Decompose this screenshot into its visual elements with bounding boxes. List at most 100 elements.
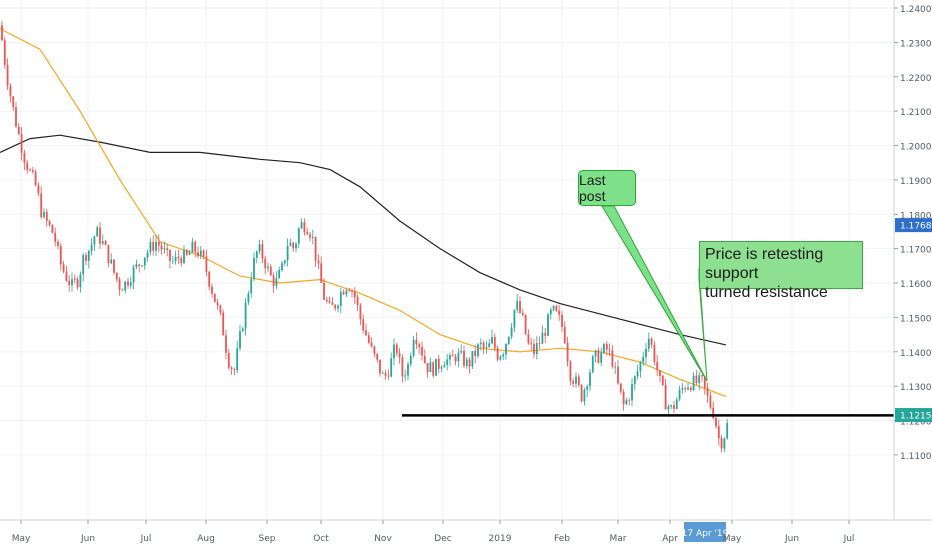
candle-up bbox=[191, 237, 194, 253]
candle-down bbox=[328, 296, 331, 304]
candle-up bbox=[337, 304, 339, 313]
candle-up bbox=[681, 383, 684, 394]
candle-down bbox=[628, 397, 631, 406]
candle-down bbox=[482, 340, 485, 355]
candle-up bbox=[639, 360, 642, 378]
x-tick-label: Jul bbox=[140, 534, 152, 544]
sma-slow-line bbox=[0, 134, 727, 346]
candle-down bbox=[118, 277, 121, 296]
candle-down bbox=[348, 287, 351, 292]
candle-down bbox=[544, 327, 547, 344]
candle-down bbox=[222, 309, 225, 336]
candle-up bbox=[692, 372, 695, 392]
candle-up bbox=[516, 293, 519, 313]
candle-up bbox=[675, 397, 678, 410]
candle-up bbox=[286, 238, 289, 267]
candle-up bbox=[446, 354, 449, 371]
candle-down bbox=[65, 265, 68, 282]
candle-up bbox=[541, 325, 544, 344]
candle-down bbox=[127, 277, 129, 289]
candle-down bbox=[493, 333, 496, 352]
price-axis[interactable]: 1.24000 1.23000 1.22000 1.21000 1.20000 1.190… bbox=[893, 0, 932, 520]
candle-down bbox=[524, 314, 527, 336]
candle-down bbox=[706, 382, 709, 403]
candle-up bbox=[575, 372, 577, 388]
candle-down bbox=[219, 304, 222, 316]
candle-down bbox=[73, 274, 76, 284]
candle-up bbox=[591, 354, 594, 374]
x-tick-label: Oct bbox=[313, 534, 329, 544]
candle-up bbox=[163, 241, 166, 254]
candle-up bbox=[678, 385, 681, 402]
candle-down bbox=[373, 345, 376, 358]
x-tick-label: May bbox=[12, 534, 31, 544]
candle-up bbox=[135, 259, 138, 270]
last-post-pointer bbox=[601, 205, 708, 382]
candle-down bbox=[712, 401, 715, 420]
candle-down bbox=[695, 370, 698, 386]
date-highlight-badge bbox=[684, 522, 726, 542]
candle-down bbox=[23, 149, 26, 171]
candle-up bbox=[96, 225, 99, 237]
y-tick-label: 1.16000 bbox=[900, 280, 932, 290]
candle-down bbox=[437, 354, 440, 374]
resistance-note-callout[interactable]: Price is retesting support turned resist… bbox=[699, 241, 863, 301]
candle-up bbox=[188, 249, 191, 255]
candle-down bbox=[709, 392, 712, 410]
moving-averages bbox=[0, 28, 727, 397]
candle-up bbox=[311, 229, 314, 245]
candle-down bbox=[6, 58, 9, 90]
candle-down bbox=[356, 294, 359, 311]
candle-down bbox=[40, 186, 43, 219]
x-tick-label: Sep bbox=[259, 534, 276, 544]
candle-up bbox=[600, 347, 603, 366]
marker-price-badge bbox=[895, 218, 932, 233]
candle-up bbox=[471, 351, 474, 369]
candle-up bbox=[502, 352, 505, 361]
candle-down bbox=[85, 252, 87, 266]
candle-up bbox=[429, 357, 432, 373]
candle-down bbox=[454, 353, 457, 366]
candle-up bbox=[723, 437, 726, 453]
candle-down bbox=[20, 126, 23, 161]
candle-down bbox=[166, 243, 169, 257]
candle-down bbox=[519, 296, 521, 314]
candle-down bbox=[185, 248, 188, 257]
candle-down bbox=[177, 250, 180, 264]
candle-down bbox=[659, 370, 661, 383]
last-post-callout[interactable]: Last post bbox=[578, 170, 636, 206]
candle-up bbox=[171, 255, 174, 264]
candle-up bbox=[339, 288, 342, 313]
candle-down bbox=[395, 342, 398, 357]
candle-down bbox=[421, 341, 423, 361]
candle-down bbox=[216, 298, 219, 310]
candle-down bbox=[555, 304, 558, 312]
candle-down bbox=[317, 254, 320, 270]
time-axis[interactable]: May Jun Jul Aug Sep Oct Nov Dec 2019 Feb Mar Apr 17 … bbox=[0, 519, 932, 544]
candle-down bbox=[160, 241, 163, 255]
candle-down bbox=[205, 249, 208, 277]
candle-up bbox=[93, 235, 96, 251]
candle-up bbox=[631, 378, 633, 406]
candle-down bbox=[208, 270, 211, 291]
y-tick-label: 1.17000 bbox=[900, 246, 932, 256]
x-tick-label: Jun bbox=[784, 534, 799, 544]
candle-up bbox=[143, 257, 146, 270]
candle-up bbox=[404, 369, 407, 381]
candle-up bbox=[409, 352, 412, 367]
candle-down bbox=[451, 349, 454, 357]
candle-down bbox=[563, 321, 566, 345]
candle-down bbox=[415, 332, 418, 349]
candle-down bbox=[57, 239, 59, 250]
candle-up bbox=[275, 271, 278, 290]
candle-down bbox=[261, 240, 264, 263]
candle-down bbox=[468, 357, 471, 374]
candle-up bbox=[239, 325, 241, 352]
candle-up bbox=[295, 241, 297, 253]
candle-down bbox=[314, 236, 317, 267]
candle-down bbox=[230, 366, 233, 375]
candle-up bbox=[513, 309, 516, 333]
candle-down bbox=[401, 354, 404, 383]
